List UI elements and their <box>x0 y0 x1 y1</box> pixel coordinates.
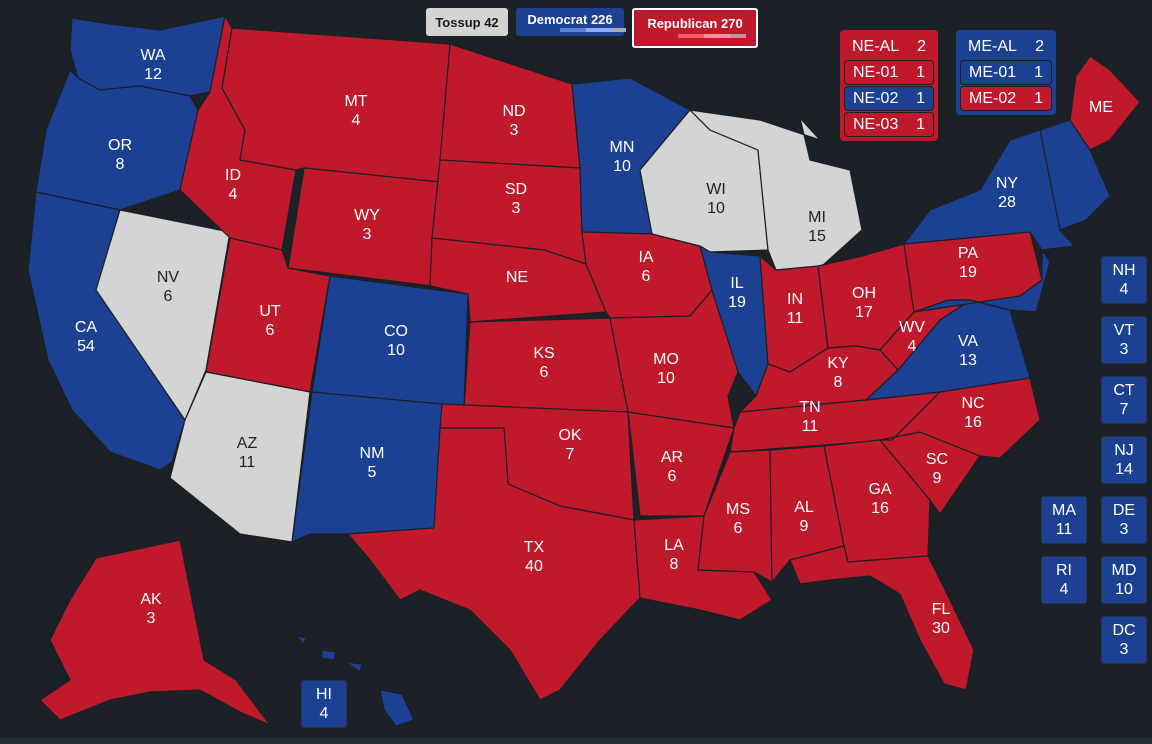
republican-tally[interactable]: Republican 270 <box>632 8 758 48</box>
state-ME[interactable] <box>1069 55 1141 151</box>
state-ND[interactable] <box>439 43 581 169</box>
state-CO[interactable] <box>311 275 469 409</box>
tile-MA[interactable]: MA 11 <box>1041 496 1087 544</box>
tile-abbr-DE: DE <box>1112 502 1136 519</box>
tile-ev-RI: 4 <box>1059 581 1069 598</box>
democrat-margin-bar-lean <box>586 28 612 32</box>
democrat-tally[interactable]: Democrat 226 <box>516 8 626 36</box>
district-ev: 1 <box>916 89 925 107</box>
state-mid-atlantic[interactable] <box>913 249 1051 313</box>
republican-margin-bar-lean <box>704 34 730 38</box>
district-label: NE-01 <box>853 63 899 81</box>
state-KS[interactable] <box>463 317 629 413</box>
maine-districts: ME-AL 2 ME-01 1 ME-02 1 <box>956 30 1056 115</box>
democrat-tally-label: Democrat 226 <box>527 11 613 27</box>
state-WA[interactable] <box>69 15 226 97</box>
tile-RI[interactable]: RI 4 <box>1041 556 1087 604</box>
district-label: ME-01 <box>969 63 1017 81</box>
state-WY[interactable] <box>287 167 441 287</box>
tile-ev-MD: 10 <box>1115 581 1133 598</box>
tossup-tally-label: Tossup 42 <box>435 14 499 30</box>
tile-abbr-HI: HI <box>316 686 332 703</box>
republican-margin-bar-likely <box>678 34 704 38</box>
tile-CT[interactable]: CT 7 <box>1101 376 1147 424</box>
tossup-tally[interactable]: Tossup 42 <box>426 8 508 36</box>
state-AZ[interactable] <box>169 371 311 543</box>
tile-ev-DE: 3 <box>1119 521 1129 538</box>
tile-VT[interactable]: VT 3 <box>1101 316 1147 364</box>
democrat-margin-bar-tilt <box>612 28 626 32</box>
tile-ev-DC: 3 <box>1119 641 1129 658</box>
tile-DE[interactable]: DE 3 <box>1101 496 1147 544</box>
district-ev: 1 <box>1034 89 1043 107</box>
tile-ev-CT: 7 <box>1119 401 1129 418</box>
district-me-al[interactable]: ME-AL 2 <box>960 34 1052 59</box>
tile-abbr-NH: NH <box>1112 262 1136 279</box>
nebraska-districts: NE-AL 2 NE-01 1 NE-02 1 NE-03 1 <box>840 30 938 141</box>
district-ev: 1 <box>916 63 925 81</box>
tile-ev-NH: 4 <box>1119 281 1129 298</box>
tile-abbr-MD: MD <box>1111 562 1137 579</box>
district-ne-al[interactable]: NE-AL 2 <box>844 34 934 59</box>
state-MT[interactable] <box>221 27 451 183</box>
state-NE[interactable] <box>429 237 607 323</box>
state-NM[interactable] <box>291 391 443 543</box>
tile-NH[interactable]: NH 4 <box>1101 256 1147 304</box>
district-ne-03[interactable]: NE-03 1 <box>844 112 934 137</box>
tile-ev-VT: 3 <box>1119 341 1129 358</box>
state-HI[interactable] <box>295 635 415 727</box>
district-ne-02[interactable]: NE-02 1 <box>844 86 934 111</box>
tile-ev-MA: 11 <box>1055 521 1073 538</box>
district-me-02[interactable]: ME-02 1 <box>960 86 1052 111</box>
district-ev: 2 <box>1035 37 1044 55</box>
tile-NJ[interactable]: NJ 14 <box>1101 436 1147 484</box>
tile-abbr-VT: VT <box>1113 322 1135 339</box>
tile-abbr-NJ: NJ <box>1114 442 1134 459</box>
state-FL[interactable] <box>789 545 975 691</box>
district-label: NE-AL <box>852 37 900 55</box>
republican-tally-label: Republican 270 <box>647 15 743 31</box>
district-ev: 2 <box>917 37 926 55</box>
state-TX[interactable] <box>347 427 641 701</box>
tile-ev-NJ: 14 <box>1115 461 1133 478</box>
republican-margin-bar-safe <box>662 34 678 38</box>
state-MI[interactable] <box>689 109 863 271</box>
republican-margin-bar-tilt <box>730 34 746 38</box>
tile-abbr-DC: DC <box>1112 622 1136 639</box>
tile-HI[interactable]: HI 4 <box>301 680 347 728</box>
democrat-margin-bar-likely <box>560 28 586 32</box>
tile-abbr-MA: MA <box>1052 502 1076 519</box>
tile-abbr-RI: RI <box>1056 562 1072 579</box>
tile-MD[interactable]: MD 10 <box>1101 556 1147 604</box>
state-AK[interactable] <box>39 539 271 726</box>
district-ne-01[interactable]: NE-01 1 <box>844 60 934 85</box>
tile-ev-HI: 4 <box>319 705 329 722</box>
democrat-margin-bar-safe <box>544 28 560 32</box>
district-me-01[interactable]: ME-01 1 <box>960 60 1052 85</box>
district-label: NE-03 <box>853 115 899 133</box>
footer-strip <box>0 738 1152 744</box>
district-label: NE-02 <box>853 89 899 107</box>
district-label: ME-02 <box>969 89 1017 107</box>
district-ev: 1 <box>1034 63 1043 81</box>
tile-abbr-CT: CT <box>1113 382 1135 399</box>
district-ev: 1 <box>916 115 925 133</box>
district-label: ME-AL <box>968 37 1017 55</box>
tile-DC[interactable]: DC 3 <box>1101 616 1147 664</box>
